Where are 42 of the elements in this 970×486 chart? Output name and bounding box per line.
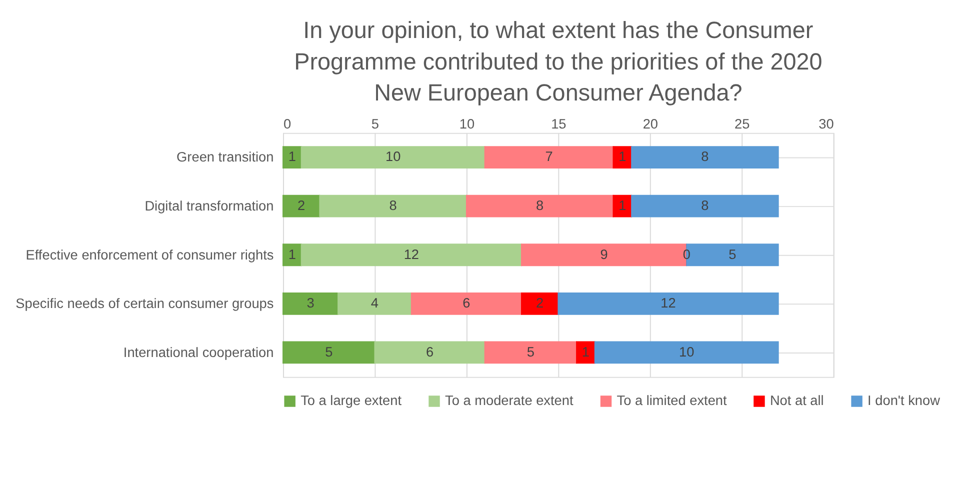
data-label: 1: [618, 149, 626, 164]
chart-title: In your opinion, to what extent has the Consumer Programme contributed to the priorities of the 2020 New European Consumer Agenda?: [294, 17, 822, 106]
data-label: 10: [679, 344, 695, 360]
data-label: 8: [389, 198, 397, 213]
data-label: 4: [370, 296, 379, 311]
data-label: 8: [701, 149, 709, 164]
data-label: 2: [298, 198, 306, 213]
data-label: 9: [600, 246, 608, 262]
y-tick-label: Specific needs of certain consumer groups: [16, 296, 274, 312]
data-label: 5: [526, 344, 535, 360]
legend-label: To a large extent: [300, 393, 402, 408]
y-tick-label: International cooperation: [123, 344, 274, 360]
data-label: 5: [728, 246, 737, 262]
data-label: 8: [536, 198, 544, 213]
legend-label: I don't know: [868, 393, 940, 408]
data-label: 7: [545, 149, 553, 164]
legend-label: To a limited extent: [616, 393, 728, 408]
legend-label: To a moderate extent: [444, 393, 574, 408]
x-tick-label: 20: [642, 116, 658, 132]
x-tick-label: 25: [734, 116, 750, 132]
data-label: 12: [660, 296, 676, 311]
data-label: 8: [701, 198, 709, 213]
legend-label: Not at all: [770, 393, 824, 408]
data-label: 12: [404, 246, 420, 262]
data-label: 6: [426, 344, 434, 360]
data-label: 5: [325, 344, 334, 360]
x-tick-label: 10: [459, 116, 475, 132]
data-label: 6: [462, 296, 470, 311]
y-tick-label: Effective enforcement of consumer rights: [26, 247, 274, 262]
data-label: 10: [385, 149, 402, 164]
data-label: 1: [288, 149, 296, 164]
data-label: 1: [288, 246, 296, 262]
x-tick-label: 5: [371, 116, 380, 132]
data-label: 3: [306, 296, 314, 311]
data-label: 1: [618, 198, 626, 213]
y-tick-label: Green transition: [176, 150, 274, 165]
x-tick-label: 30: [818, 116, 834, 132]
x-tick-label: 0: [283, 116, 292, 132]
data-label: 2: [536, 296, 544, 311]
x-tick-label: 15: [551, 116, 567, 132]
data-label: 1: [582, 344, 590, 360]
y-tick-label: Digital transformation: [144, 198, 274, 214]
